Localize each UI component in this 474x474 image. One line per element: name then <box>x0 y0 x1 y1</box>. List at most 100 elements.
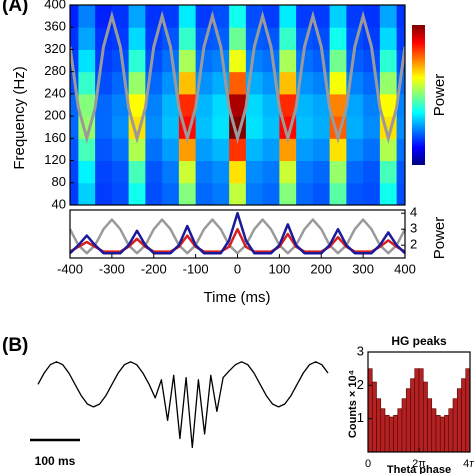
x-tick-label: -300 <box>99 261 125 276</box>
heatmap-cell <box>312 138 331 162</box>
heatmap-cell <box>195 116 213 139</box>
heatmap-cell <box>279 93 297 117</box>
heatmap-cell <box>396 93 405 117</box>
heatmap-cell <box>111 160 130 184</box>
heatmap-cell <box>396 5 405 28</box>
heatmap-cell <box>178 93 197 117</box>
x-tick-label: 0 <box>234 261 241 276</box>
heatmap-cell <box>262 5 280 28</box>
histogram-title: HG peaks <box>391 334 447 348</box>
heatmap-cell <box>346 182 364 205</box>
heatmap-cell <box>346 5 364 28</box>
histogram-bar <box>388 416 394 453</box>
heatmap-cell <box>229 27 247 50</box>
y-tick-label: 120 <box>44 152 66 167</box>
y-tick-label: 1 <box>357 410 364 425</box>
colorbar <box>412 25 425 165</box>
heatmap-cell <box>379 93 398 117</box>
overlay-line <box>70 10 405 144</box>
heatmap-cell <box>229 93 247 117</box>
y-axis-label: Frequency (Hz) <box>11 66 28 169</box>
heatmap-cell <box>245 160 264 184</box>
heatmap-cell <box>312 5 331 28</box>
heatmap-cell <box>229 138 247 162</box>
x-tick-label: 100 <box>269 261 291 276</box>
heatmap-cell <box>128 160 146 184</box>
heatmap-cell <box>363 116 381 139</box>
heatmap-cell <box>245 5 264 28</box>
y-tick-label: 320 <box>44 41 66 56</box>
heatmap-cell <box>262 160 280 184</box>
scale-bar-label: 100 ms <box>35 454 76 468</box>
heatmap-cell <box>279 27 297 50</box>
heatmap-cell <box>229 182 247 205</box>
heatmap-cell <box>396 182 405 205</box>
heatmap-cell <box>212 93 230 117</box>
histogram-bar <box>371 381 377 453</box>
y-axis-label: Counts × 10⁴ <box>347 370 359 438</box>
heatmap-cell <box>379 160 398 184</box>
histogram-bar <box>439 416 445 453</box>
panel-label: (B) <box>2 335 28 356</box>
histogram-bar <box>401 398 407 453</box>
heatmap-cell <box>212 138 230 162</box>
y-tick-label: 4 <box>410 205 417 220</box>
heatmap-cell <box>346 138 364 162</box>
series-line <box>37 361 329 449</box>
heatmap-cell <box>279 160 297 184</box>
y-tick-label: 240 <box>44 85 66 100</box>
heatmap-cell <box>329 71 347 95</box>
x-axis-label: Theta phase <box>387 464 451 474</box>
heatmap-cell <box>111 93 130 117</box>
heatmap-cell <box>195 93 213 117</box>
histogram-bar <box>427 398 433 453</box>
heatmap-cell <box>162 116 180 139</box>
heatmap-cell <box>212 49 230 73</box>
x-tick-label: 4π <box>463 458 474 470</box>
heatmap-cell <box>245 138 264 162</box>
heatmap-cell <box>396 49 405 73</box>
histogram-bar <box>393 415 399 453</box>
plot-frame <box>69 4 406 206</box>
heatmap-cell <box>70 182 79 205</box>
heatmap-cell <box>78 160 96 184</box>
heatmap-cell <box>145 138 163 162</box>
heatmap-cell <box>70 27 79 50</box>
heatmap-cell <box>346 160 364 184</box>
heatmap-cell <box>178 138 197 162</box>
heatmap-cell <box>195 5 213 28</box>
heatmap-cell <box>229 160 247 184</box>
heatmap-cell <box>296 93 314 117</box>
heatmap-cell <box>229 49 247 73</box>
heatmap-cell <box>145 182 163 205</box>
heatmap-cell <box>229 71 247 95</box>
heatmap-cell <box>111 138 130 162</box>
heatmap-cell <box>78 5 96 28</box>
heatmap-cell <box>162 182 180 205</box>
x-tick-label: -200 <box>141 261 167 276</box>
heatmap-cell <box>379 138 398 162</box>
heatmap-cell <box>296 5 314 28</box>
heatmap-cell <box>128 138 146 162</box>
heatmap-cell <box>162 49 180 73</box>
heatmap-cell <box>195 138 213 162</box>
x-axis-label: Time (ms) <box>204 289 271 306</box>
heatmap-cell <box>396 27 405 50</box>
histogram-bar <box>384 415 390 453</box>
histogram-bar <box>414 368 420 453</box>
heatmap-cell <box>379 182 398 205</box>
y-tick-label: 280 <box>44 63 66 78</box>
heatmap-cell <box>363 182 381 205</box>
histogram-bar <box>461 378 467 453</box>
heatmap-cell <box>128 93 146 117</box>
heatmap-cell <box>262 182 280 205</box>
x-tick-label: 2π <box>412 458 426 470</box>
histogram-bar <box>380 408 386 453</box>
heatmap-cell <box>312 49 331 73</box>
x-tick-label: -400 <box>57 261 83 276</box>
heatmap-cell <box>379 5 398 28</box>
heatmap-cell <box>346 93 364 117</box>
histogram-bar <box>405 388 411 453</box>
heatmap-cell <box>279 182 297 205</box>
heatmap-cell <box>229 5 247 28</box>
